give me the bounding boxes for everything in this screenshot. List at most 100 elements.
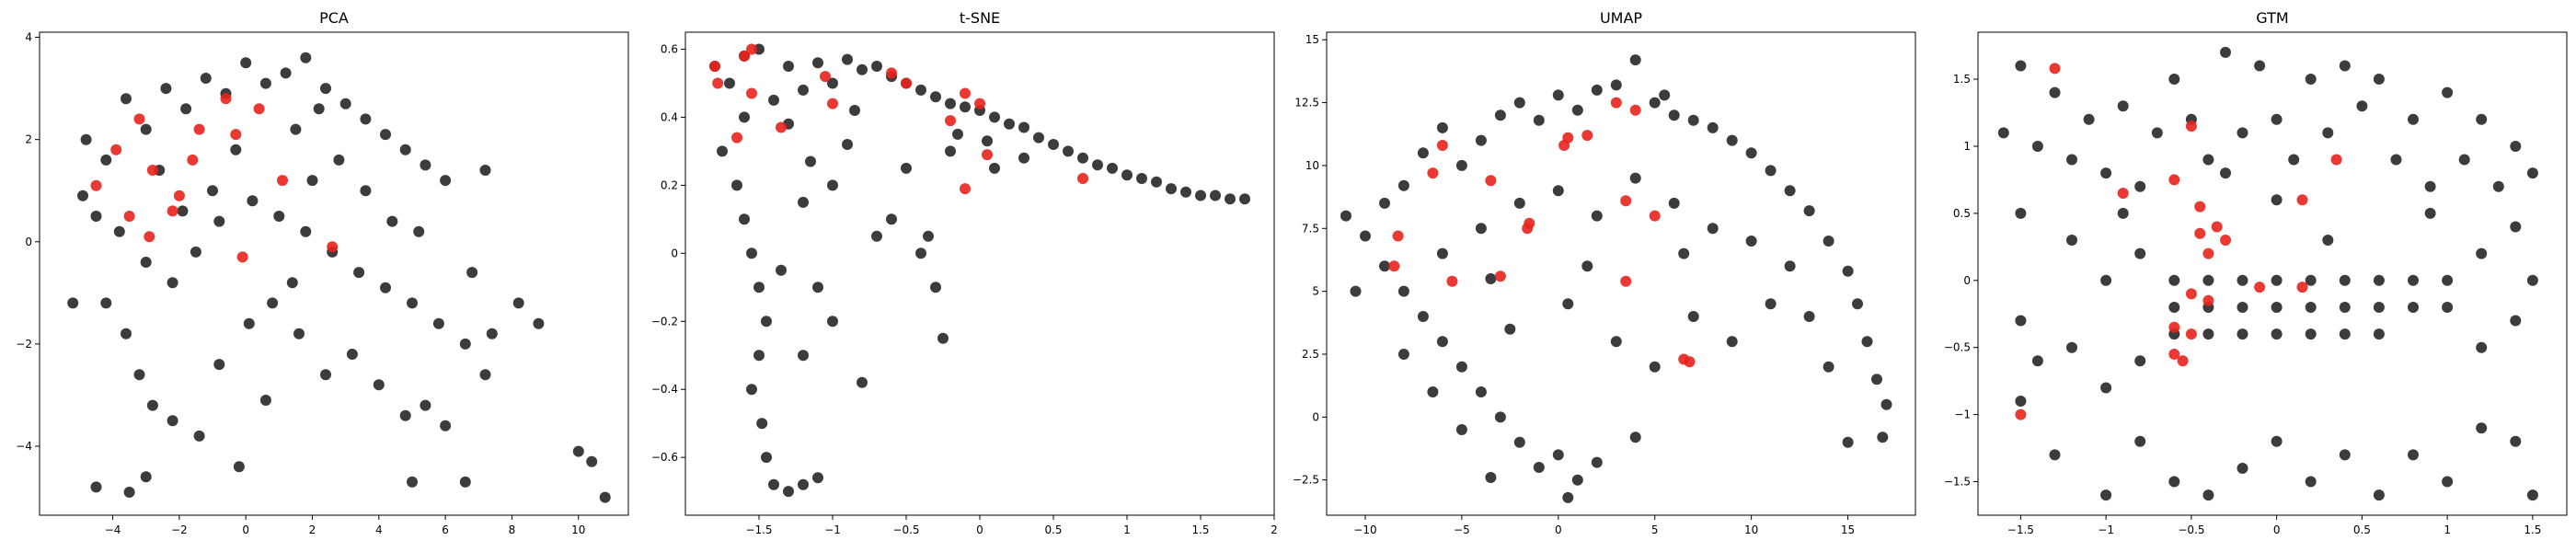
gtm-point-s1-1 (2015, 408, 2027, 420)
umap-point-s1-3 (1436, 140, 1448, 151)
pca-point-s0-74 (207, 185, 218, 197)
gtm-ytick-label-6: 1.5 (1953, 73, 1971, 86)
pca-point-s0-38 (100, 297, 112, 309)
gtm-xtick-label-4: 0.5 (2353, 523, 2371, 536)
umap-point-s0-58 (1842, 436, 1854, 448)
tsne-point-s0-7 (812, 57, 823, 69)
pca-point-s0-70 (599, 491, 611, 503)
gtm-point-s0-90 (2220, 167, 2231, 179)
umap-point-s0-34 (1417, 311, 1429, 322)
gtm-point-s0-40 (2202, 489, 2214, 501)
gtm-xtick-label-1: −1 (2098, 523, 2114, 536)
pca-point-s0-42 (167, 415, 178, 427)
tsne-point-s1-8 (827, 98, 838, 109)
umap-point-s0-27 (1852, 298, 1863, 310)
gtm-point-s1-3 (2168, 174, 2180, 186)
umap-point-s0-16 (1649, 97, 1661, 109)
umap-points (1340, 54, 1892, 503)
tsne-point-s0-62 (945, 145, 956, 157)
umap-point-s1-14 (1620, 195, 1632, 207)
umap-point-s0-17 (1668, 109, 1680, 121)
umap-point-s0-64 (1610, 336, 1622, 348)
pca-point-s0-26 (247, 195, 259, 207)
pca-point-s0-32 (407, 297, 418, 309)
gtm-point-s0-78 (2100, 274, 2112, 286)
pca-ytick-label-0: −4 (16, 440, 32, 453)
pca-point-s0-28 (300, 225, 312, 237)
umap-ytick-label-5: 10 (1305, 159, 1319, 172)
tsne-point-s1-14 (982, 149, 993, 161)
gtm-point-s0-9 (2151, 127, 2163, 139)
pca-point-s0-27 (273, 211, 285, 222)
tsne-point-s0-53 (827, 316, 838, 328)
pca-point-s0-45 (243, 317, 255, 329)
umap-xtick-label-1: −5 (1454, 523, 1470, 536)
umap-point-s0-51 (1629, 172, 1641, 184)
pca-point-s0-64 (386, 215, 398, 227)
pca-point-s1-12 (327, 241, 339, 253)
pca-xtick-label-2: 0 (242, 523, 249, 536)
tsne-ytick-label-5: 0.4 (661, 110, 678, 123)
tsne-point-s0-65 (827, 179, 838, 191)
pca-point-s0-15 (380, 129, 391, 141)
umap-xtick-label-5: 15 (1841, 523, 1855, 536)
tsne-point-s0-72 (982, 135, 993, 147)
gtm-point-s0-39 (2168, 476, 2180, 488)
pca-point-s0-49 (346, 349, 358, 360)
gtm-ytick-label-3: 0 (1963, 274, 1971, 287)
gtm-point-s1-16 (2296, 282, 2308, 293)
gtm-point-s0-81 (2476, 341, 2488, 353)
umap-xtick-label-0: −10 (1353, 523, 1376, 536)
tsne-point-s0-25 (1077, 152, 1088, 164)
pca-point-s0-67 (479, 369, 491, 381)
tsne-point-s0-26 (1092, 159, 1103, 171)
gtm-point-s0-52 (2168, 302, 2180, 313)
pca-point-s0-46 (267, 297, 279, 309)
pca-point-s0-31 (380, 282, 391, 293)
umap-xtick-label-4: 10 (1744, 523, 1758, 536)
gtm-xtick-label-2: −0.5 (2178, 523, 2204, 536)
pca-point-s0-23 (167, 277, 178, 289)
pca-point-s0-52 (420, 399, 431, 411)
pca-point-s0-53 (440, 420, 452, 431)
tsne-point-s0-16 (945, 98, 956, 109)
gtm-point-s0-80 (2476, 247, 2488, 259)
gtm-point-s0-86 (2066, 235, 2077, 246)
umap-point-s0-26 (1842, 265, 1854, 277)
umap-point-s1-2 (1427, 167, 1439, 179)
umap-point-s0-29 (1871, 374, 1882, 385)
pca-point-s0-79 (177, 205, 189, 217)
pca-ytick-label-3: 2 (25, 133, 32, 146)
pca-point-s1-4 (173, 190, 185, 201)
umap-point-s0-15 (1629, 54, 1641, 66)
pca-point-s1-7 (220, 93, 232, 105)
tsne-point-s1-2 (739, 50, 750, 62)
gtm-point-s1-18 (2202, 294, 2214, 306)
gtm-point-s0-68 (2339, 328, 2351, 340)
gtm-point-s1-13 (2168, 321, 2180, 333)
gtm-point-s0-44 (2339, 449, 2351, 461)
tsne-point-s0-56 (915, 247, 926, 259)
tsne-xtick-label-2: −0.5 (892, 523, 919, 536)
tsne-point-s0-41 (753, 282, 765, 293)
umap-point-s0-46 (1436, 247, 1448, 259)
tsne-point-s1-12 (960, 87, 971, 99)
tsne-point-s0-67 (871, 230, 882, 242)
umap-point-s0-52 (1668, 197, 1680, 209)
tsne-ytick-label-6: 0.6 (661, 42, 678, 55)
pca-point-s0-56 (123, 487, 135, 498)
umap-point-s0-39 (1485, 472, 1497, 483)
gtm-point-s0-6 (2100, 167, 2112, 179)
umap-point-s0-69 (1629, 431, 1641, 443)
umap-point-s0-56 (1803, 311, 1815, 322)
umap-point-s0-37 (1475, 386, 1487, 397)
pca-point-s0-21 (113, 225, 125, 237)
gtm-point-s0-45 (2373, 489, 2385, 501)
tsne-ytick-label-1: −0.4 (651, 383, 678, 396)
gtm-point-s0-5 (2083, 113, 2095, 125)
gtm-point-s1-11 (2185, 328, 2197, 340)
gtm-point-s1-0 (2049, 63, 2061, 75)
tsne-point-s0-32 (1180, 186, 1191, 198)
